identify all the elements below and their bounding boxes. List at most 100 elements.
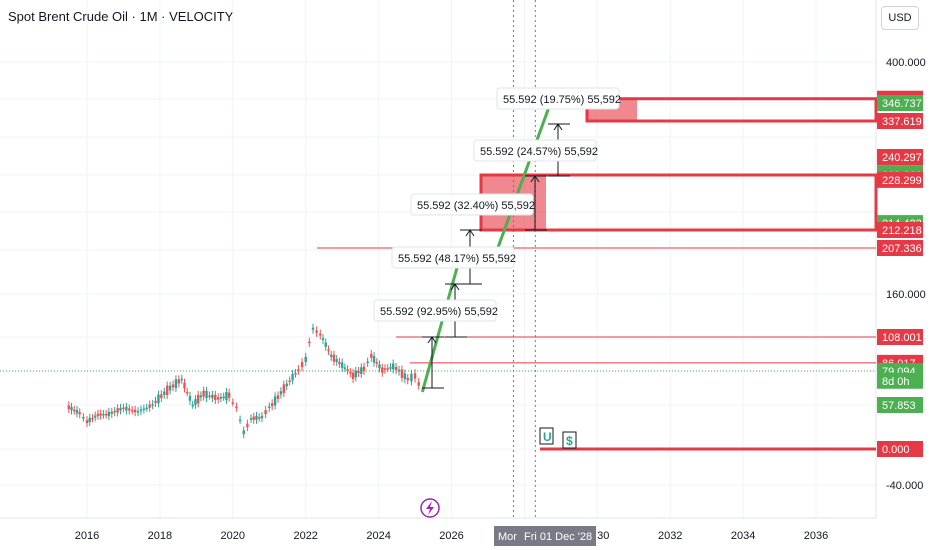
candle-body [145,407,148,410]
candle-body [225,391,228,400]
x-tick-label: 2018 [148,530,172,542]
measure-arrowhead [530,175,540,183]
candle-body [370,353,373,358]
candle-body [291,374,294,381]
candle-body [335,359,338,362]
candle-body [268,406,271,408]
candle-body [389,367,392,369]
crosshair-date-bg [494,526,596,546]
x-tick-label: 2032 [658,530,682,542]
candle-body [116,408,119,413]
candle-body [139,409,143,412]
candle-body [410,373,413,382]
candle-body [406,377,409,381]
candle-body [343,367,347,369]
price-label-text: 57.853 [882,400,916,412]
price-label-text: 8d 0h [882,376,910,388]
candle-body [297,369,300,371]
candle-body [119,407,122,411]
candle-body [362,366,366,371]
candle-body [214,394,217,400]
candle-body [102,414,105,416]
candle-body [73,409,76,412]
price-label-text: 228.299 [882,175,922,187]
candle-body [282,384,286,394]
candle-body [177,379,181,384]
candle-body [321,338,325,340]
candle-body [366,361,369,364]
candle-body [279,391,283,395]
candle-body [300,362,304,368]
candle-body [231,402,234,404]
candle-body [70,407,73,411]
candle-body [205,390,208,399]
candle-body [199,395,203,398]
candle-body [113,410,116,413]
price-label-bg [877,329,923,345]
annotation-box [473,139,597,162]
candle-body [375,362,378,364]
price-label-bg [877,95,923,111]
annotation-box [391,246,515,269]
candle-body [338,361,341,364]
candle-body [78,412,81,415]
candle-body [196,394,200,404]
price-label-bg [877,171,923,188]
candle-body [99,413,102,416]
candle-body [208,395,211,397]
candle-body [304,356,307,362]
candle-body [360,367,363,374]
annotation-label: 55.592 (32.40%) 55,592 [417,200,535,212]
candle-body [270,403,274,407]
candle-body [308,341,311,344]
candle-body [202,390,205,397]
candle-body [125,406,128,411]
candle-body [217,397,220,400]
candle-body [327,349,330,351]
candle-body [107,411,111,417]
candle-body [219,397,223,399]
x-tick-label: 2034 [731,530,755,542]
candle-body [174,379,178,389]
candle-body [110,411,113,414]
candle-body [191,404,194,407]
price-label-bg [877,240,923,256]
candle-body [357,370,360,373]
price-label-text: 212.218 [882,225,922,237]
candle-body [235,406,238,409]
x-tick-label: 2020 [221,530,245,542]
candle-body [249,418,253,420]
measure-arrowhead [465,229,475,237]
candle-body [252,416,255,420]
candle-body [386,368,389,370]
candle-body [242,430,245,435]
candle-body [351,372,355,380]
candle-body [188,396,192,401]
crosshair-date: Fri 01 Dec '28 [524,531,592,543]
x-tick-label: 2022 [293,530,317,542]
candle-body [400,369,404,378]
annotation-box [496,87,620,110]
price-label-bg [877,113,923,129]
candle-body [285,383,288,387]
candle-body [88,417,91,422]
candle-body [372,356,376,363]
candle-body [324,342,327,347]
candle-body [311,327,315,330]
candle-body [130,410,134,412]
annotation-box [410,193,534,216]
candle-body [186,391,189,394]
x-tick-label: 2016 [75,530,99,542]
currency-button[interactable]: USD [881,6,919,30]
price-label-text: 0.000 [882,444,910,456]
x-axis-labels: 2016 2018 2020 2022 2024 2026 30 2032 2034 2036 [75,530,828,542]
candle-body [288,380,291,383]
candle-body [168,385,172,391]
candle-body [157,394,160,404]
candle-body [151,404,154,406]
candle-body [258,417,261,419]
measure-arrowhead [427,336,437,344]
y-tick-label: 400.000 [886,57,926,69]
candle-body [194,399,197,405]
